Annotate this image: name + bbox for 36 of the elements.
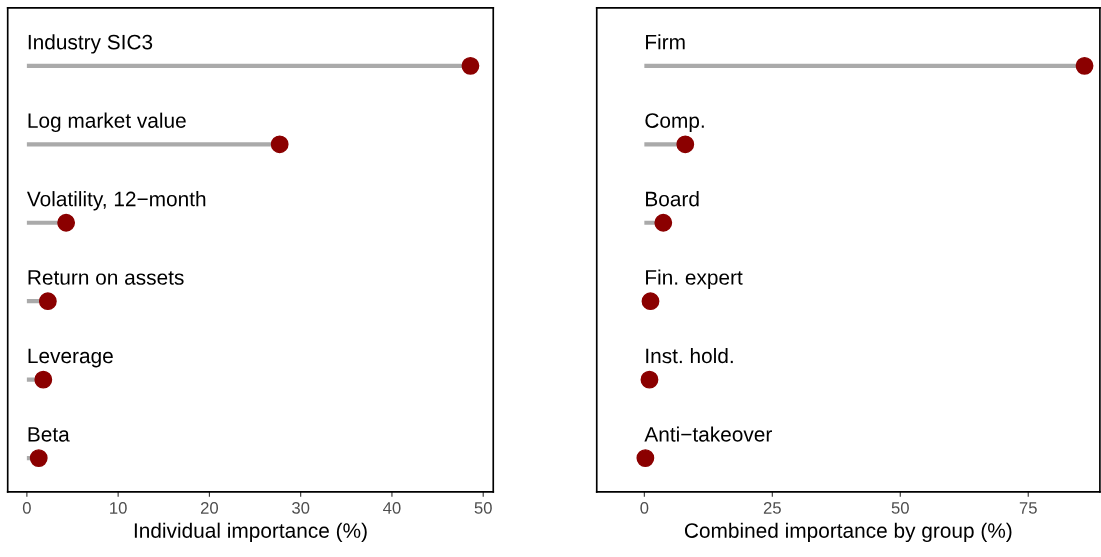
x-tick-label: 25 xyxy=(763,501,781,514)
category-label: Comp. xyxy=(645,113,704,133)
point xyxy=(38,292,57,311)
category-label: Firm xyxy=(646,34,685,50)
point xyxy=(640,370,659,389)
category-label: Industry SIC3 xyxy=(28,34,153,54)
point xyxy=(654,213,673,232)
x-tick-label: 50 xyxy=(891,501,909,514)
category-label: Leverage xyxy=(28,348,113,368)
x-tick-label: 75 xyxy=(1019,502,1037,514)
x-tick-label: 40 xyxy=(383,501,401,514)
x-axis-title: Individual importance (%) xyxy=(134,522,367,543)
point xyxy=(676,135,695,154)
category-label: Fin. expert xyxy=(646,269,743,289)
point xyxy=(270,135,289,154)
category-label: Anti−takeover xyxy=(644,426,772,442)
category-label: Log market value xyxy=(28,112,186,133)
point xyxy=(29,449,48,468)
x-tick-label: 50 xyxy=(474,501,492,514)
point xyxy=(1075,56,1094,75)
x-tick-label: 10 xyxy=(110,501,127,514)
x-tick-label: 0 xyxy=(640,501,649,514)
category-label: Board xyxy=(646,191,699,207)
point xyxy=(641,292,660,311)
point xyxy=(636,449,655,468)
x-axis-title: Combined importance by group (%) xyxy=(684,522,1012,543)
category-label: Return on assets xyxy=(28,270,184,285)
x-tick-label: 20 xyxy=(200,501,219,514)
category-label: Volatility, 12−month xyxy=(26,191,206,211)
point xyxy=(461,56,480,75)
point xyxy=(34,370,53,389)
x-tick-label: 30 xyxy=(292,501,310,514)
point xyxy=(57,213,76,232)
category-label: Beta xyxy=(28,427,70,442)
x-tick-label: 0 xyxy=(22,501,31,514)
category-label: Inst. hold. xyxy=(646,347,733,364)
